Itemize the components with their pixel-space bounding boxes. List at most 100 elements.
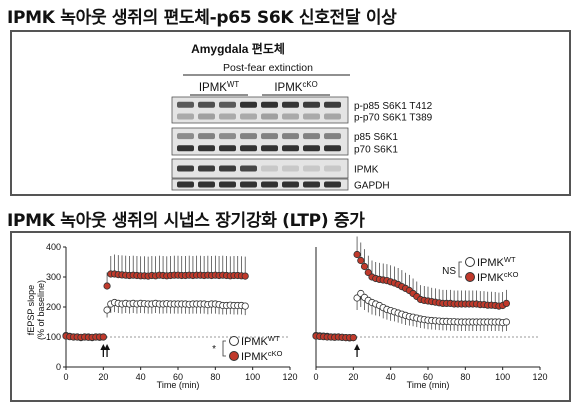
plot-1-y-tick-label: 200 bbox=[46, 302, 61, 312]
band-label: GAPDH bbox=[354, 181, 390, 192]
blot-band bbox=[198, 113, 215, 120]
legend-1-bracket bbox=[222, 340, 226, 357]
blot-band bbox=[177, 113, 194, 120]
ltp-panel bbox=[10, 231, 571, 402]
plot-2-x-axis-label: Time (min) bbox=[407, 380, 450, 390]
blot-band bbox=[240, 133, 257, 140]
band-label: p-p85 S6K1 T412 bbox=[354, 101, 433, 112]
legend-1-label-cko: IPMKcKO bbox=[241, 349, 283, 363]
blot-band bbox=[324, 113, 341, 120]
legend-2-bracket bbox=[458, 261, 462, 278]
band-label: p70 S6K1 bbox=[354, 144, 398, 155]
plot-1-point-cko bbox=[241, 272, 249, 280]
blot-band bbox=[219, 133, 236, 140]
plot-1-x-axis-label: Time (min) bbox=[157, 380, 200, 390]
blot-panel-1 bbox=[171, 96, 349, 124]
blot-band bbox=[261, 181, 278, 188]
blot-band bbox=[198, 101, 215, 108]
blot-band bbox=[240, 101, 257, 108]
plot-2-x-tick-label: 120 bbox=[532, 372, 547, 382]
plot-2-point-cko bbox=[349, 333, 357, 342]
plot-1-y-tick-label: 0 bbox=[56, 362, 61, 372]
ltp-heading: IPMK 녹아웃 생쥐의 시냅스 장기강화 (LTP) 증가 bbox=[7, 211, 365, 231]
blot-band bbox=[240, 181, 257, 188]
plot-1-x-tick-label: 100 bbox=[245, 372, 260, 382]
blot-band bbox=[261, 133, 278, 140]
blot-band bbox=[219, 165, 236, 172]
plot-2-x-tick-label: 100 bbox=[495, 372, 510, 382]
blot-band bbox=[282, 101, 299, 108]
plot-1-x-tick-label: 0 bbox=[63, 372, 68, 382]
blot-band bbox=[303, 113, 320, 120]
legend-1-label-wt: IPMKWT bbox=[241, 334, 280, 348]
blot-band bbox=[198, 133, 215, 140]
legend-2-label-cko: IPMKcKO bbox=[477, 270, 519, 284]
blot-band bbox=[198, 145, 215, 152]
blot-band bbox=[282, 165, 299, 172]
plot-1-y-axis-label: fEPSP slope bbox=[26, 285, 36, 335]
blot-band bbox=[303, 145, 320, 152]
blot-band bbox=[219, 181, 236, 188]
legend-2-marker-wt bbox=[465, 257, 475, 267]
plot-2-point-cko bbox=[364, 268, 372, 277]
blot-panel-3 bbox=[171, 158, 349, 179]
blot-band bbox=[219, 145, 236, 152]
plot-2-point-cko bbox=[357, 256, 365, 265]
blot-band bbox=[324, 181, 341, 188]
western-blot-heading: IPMK 녹아웃 생쥐의 편도체-p65 S6K 신호전달 이상 bbox=[7, 8, 397, 28]
blot-band bbox=[177, 181, 194, 188]
plot-1-point-cko bbox=[99, 333, 107, 341]
blot-panel-4 bbox=[171, 178, 349, 191]
condition-label: Post-fear extinction bbox=[223, 62, 313, 74]
group-label-wt: IPMKWT bbox=[199, 80, 239, 94]
blot-band bbox=[282, 113, 299, 120]
blot-band bbox=[177, 133, 194, 140]
blot-band bbox=[261, 145, 278, 152]
blot-title: Amygdala 편도체 bbox=[191, 41, 285, 56]
plot-1-x-tick-label: 20 bbox=[98, 372, 108, 382]
band-label: IPMK bbox=[354, 165, 379, 176]
blot-band bbox=[261, 101, 278, 108]
plot-1-x-tick-label: 40 bbox=[136, 372, 146, 382]
plot-1-point-wt bbox=[241, 302, 249, 310]
blot-band bbox=[219, 101, 236, 108]
blot-panel-2 bbox=[171, 127, 349, 156]
legend-2-marker-cko bbox=[465, 272, 475, 282]
plot-1-point-wt bbox=[103, 306, 111, 314]
legend-1-marker-wt bbox=[229, 336, 239, 346]
blot-band bbox=[282, 181, 299, 188]
plot-1-x-tick-label: 120 bbox=[282, 372, 297, 382]
legend-2-significance: NS bbox=[442, 266, 456, 277]
blot-band bbox=[303, 133, 320, 140]
plot-1-y-tick-label: 100 bbox=[46, 332, 61, 342]
plot-2-x-tick-label: 80 bbox=[460, 372, 470, 382]
blot-band bbox=[198, 181, 215, 188]
blot-band bbox=[303, 181, 320, 188]
blot-band bbox=[303, 101, 320, 108]
blot-band bbox=[324, 165, 341, 172]
blot-band bbox=[261, 165, 278, 172]
band-label: p-p70 S6K1 T389 bbox=[354, 113, 433, 124]
legend-1-significance: * bbox=[212, 344, 216, 355]
blot-band bbox=[177, 165, 194, 172]
plot-2-stim-arrow-head bbox=[354, 344, 361, 350]
blot-band bbox=[282, 145, 299, 152]
legend-2-label-wt: IPMKWT bbox=[477, 255, 516, 269]
blot-band bbox=[240, 113, 257, 120]
plot-1-point-cko bbox=[103, 282, 111, 290]
plot-2-x-tick-label: 40 bbox=[386, 372, 396, 382]
plot-1-x-tick-label: 80 bbox=[210, 372, 220, 382]
plot-1-stim-arrow-head bbox=[104, 344, 111, 350]
blot-band bbox=[282, 133, 299, 140]
blot-band bbox=[177, 145, 194, 152]
blot-band bbox=[324, 133, 341, 140]
group-label-cko: IPMKcKO bbox=[274, 80, 317, 94]
blot-band bbox=[261, 113, 278, 120]
blot-band bbox=[324, 101, 341, 108]
blot-band bbox=[303, 165, 320, 172]
blot-band bbox=[198, 165, 215, 172]
plot-1-x-tick-label: 60 bbox=[173, 372, 183, 382]
legend-1-marker-cko bbox=[229, 351, 239, 361]
plot-1-y-axis-label: (% of baseline) bbox=[36, 280, 46, 340]
